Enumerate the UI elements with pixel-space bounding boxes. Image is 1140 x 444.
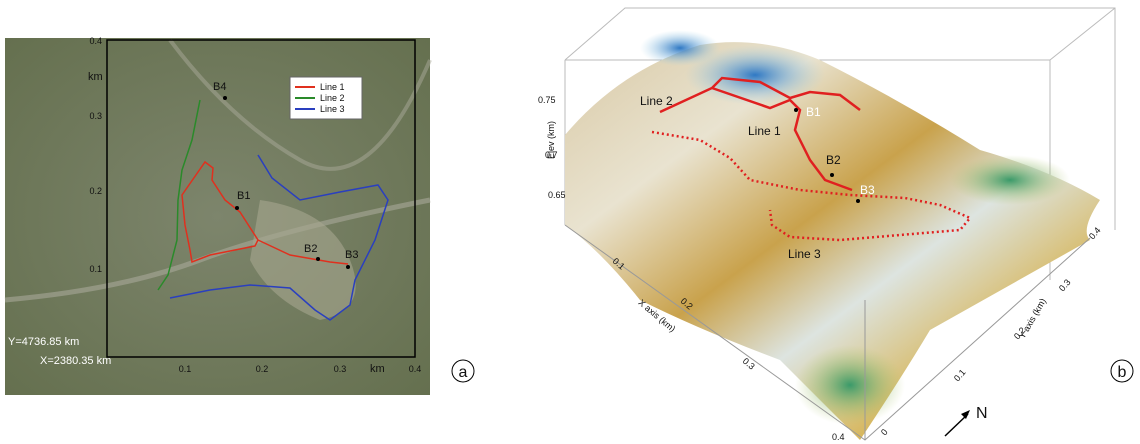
x-unit: km xyxy=(370,363,385,375)
panel-b: Line 2 Line 1 Line 3 B1 B2 B3 Elev (km) … xyxy=(538,7,1134,442)
point-label: B2 xyxy=(304,243,317,255)
road xyxy=(4,197,431,303)
x-tick-label: 0.3 xyxy=(334,364,347,374)
point xyxy=(316,257,320,261)
point-label: B1 xyxy=(806,105,821,119)
legend-label: Line 1 xyxy=(320,82,345,92)
y-tick-label: 0.2 xyxy=(89,186,102,196)
x-tick-label: 0.3 xyxy=(741,356,757,372)
panel-label: a xyxy=(459,364,468,381)
profile-line xyxy=(659,76,861,192)
box-edge xyxy=(564,7,1116,280)
line-label: Line 3 xyxy=(788,247,821,261)
box-edge xyxy=(564,224,1091,441)
surface-shade xyxy=(795,345,905,425)
y-tick-label: 0.1 xyxy=(89,264,102,274)
point xyxy=(346,265,350,269)
profile-line-3 xyxy=(651,130,973,242)
panel-a: 0.4 0.3 0.2 0.1 0.1 0.2 0.3 0.4 km km Y=… xyxy=(4,36,475,395)
point-label: B3 xyxy=(860,183,875,197)
point-label: B3 xyxy=(345,249,358,261)
panel-label-circle xyxy=(1110,359,1134,383)
x-tick-label: 0.2 xyxy=(256,364,269,374)
line-2 xyxy=(157,99,201,291)
road xyxy=(168,38,432,171)
point xyxy=(235,206,239,210)
legend-label: Line 3 xyxy=(320,104,345,114)
line-3 xyxy=(169,154,389,321)
y-tick-label: 0.4 xyxy=(89,36,102,46)
y-unit: km xyxy=(88,71,103,83)
x-tick-label: 0.4 xyxy=(409,364,422,374)
origin-y: Y=4736.85 km xyxy=(8,336,79,348)
panel-label-circle xyxy=(451,359,475,383)
point-label: B4 xyxy=(213,81,226,93)
line-label: Line 2 xyxy=(640,94,673,108)
y-tick-label: 0.3 xyxy=(1057,277,1073,293)
point xyxy=(223,96,227,100)
point-label: B1 xyxy=(237,190,250,202)
plot-frame xyxy=(106,39,416,358)
line-1 xyxy=(181,160,349,265)
z-tick-label: 0.65 xyxy=(548,190,566,200)
z-tick-label: 0.75 xyxy=(538,95,556,105)
y-tick-label: 0 xyxy=(879,427,890,437)
z-title: Elev (km) xyxy=(546,121,556,159)
z-tick-label: 0.7 xyxy=(545,150,558,160)
legend-label: Line 2 xyxy=(320,93,345,103)
x-tick-label: 0.4 xyxy=(832,432,845,442)
point xyxy=(856,199,860,203)
x-tick-label: 0.1 xyxy=(179,364,192,374)
legend: Line 1 Line 2 Line 3 xyxy=(289,76,363,120)
point xyxy=(794,108,798,112)
surface-shade xyxy=(640,30,720,66)
y-tick-label: 0.1 xyxy=(952,367,968,383)
surface xyxy=(565,42,1100,441)
north-arrow xyxy=(944,413,969,437)
line-label: Line 1 xyxy=(748,124,781,138)
clearing xyxy=(250,200,356,320)
north-label: N xyxy=(976,405,988,422)
origin-x: X=2380.35 km xyxy=(40,355,111,367)
north-arrow-head xyxy=(961,410,970,419)
panel-label: b xyxy=(1118,364,1127,381)
point-label: B2 xyxy=(826,153,841,167)
y-tick-label: 0.3 xyxy=(89,111,102,121)
surface-shade xyxy=(950,155,1070,205)
point xyxy=(830,173,834,177)
